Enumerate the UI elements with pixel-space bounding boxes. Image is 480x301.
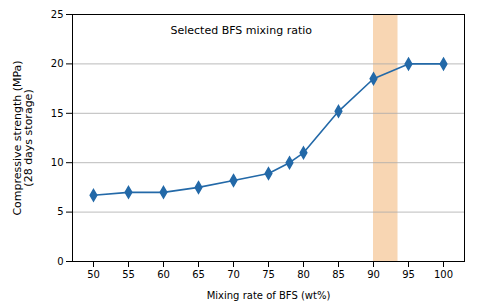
svg-text:75: 75 bbox=[262, 269, 275, 280]
svg-text:Mixing rate of BFS (wt%): Mixing rate of BFS (wt%) bbox=[207, 290, 331, 301]
svg-text:90: 90 bbox=[367, 269, 380, 280]
svg-text:25: 25 bbox=[51, 9, 64, 20]
svg-text:100: 100 bbox=[434, 269, 453, 280]
svg-text:20: 20 bbox=[51, 58, 64, 69]
svg-text:85: 85 bbox=[332, 269, 345, 280]
svg-text:Selected BFS mixing ratio: Selected BFS mixing ratio bbox=[171, 24, 313, 37]
svg-text:0: 0 bbox=[57, 256, 63, 267]
svg-text:15: 15 bbox=[51, 108, 64, 119]
svg-text:70: 70 bbox=[227, 269, 240, 280]
svg-text:10: 10 bbox=[51, 157, 64, 168]
svg-text:95: 95 bbox=[402, 269, 415, 280]
svg-text:80: 80 bbox=[297, 269, 310, 280]
svg-text:5: 5 bbox=[57, 206, 63, 217]
svg-text:60: 60 bbox=[157, 269, 170, 280]
svg-text:Compressive strength (MPa)(28: Compressive strength (MPa)(28 days stora… bbox=[11, 60, 35, 215]
svg-text:65: 65 bbox=[192, 269, 205, 280]
svg-text:55: 55 bbox=[122, 269, 135, 280]
svg-text:50: 50 bbox=[87, 269, 100, 280]
